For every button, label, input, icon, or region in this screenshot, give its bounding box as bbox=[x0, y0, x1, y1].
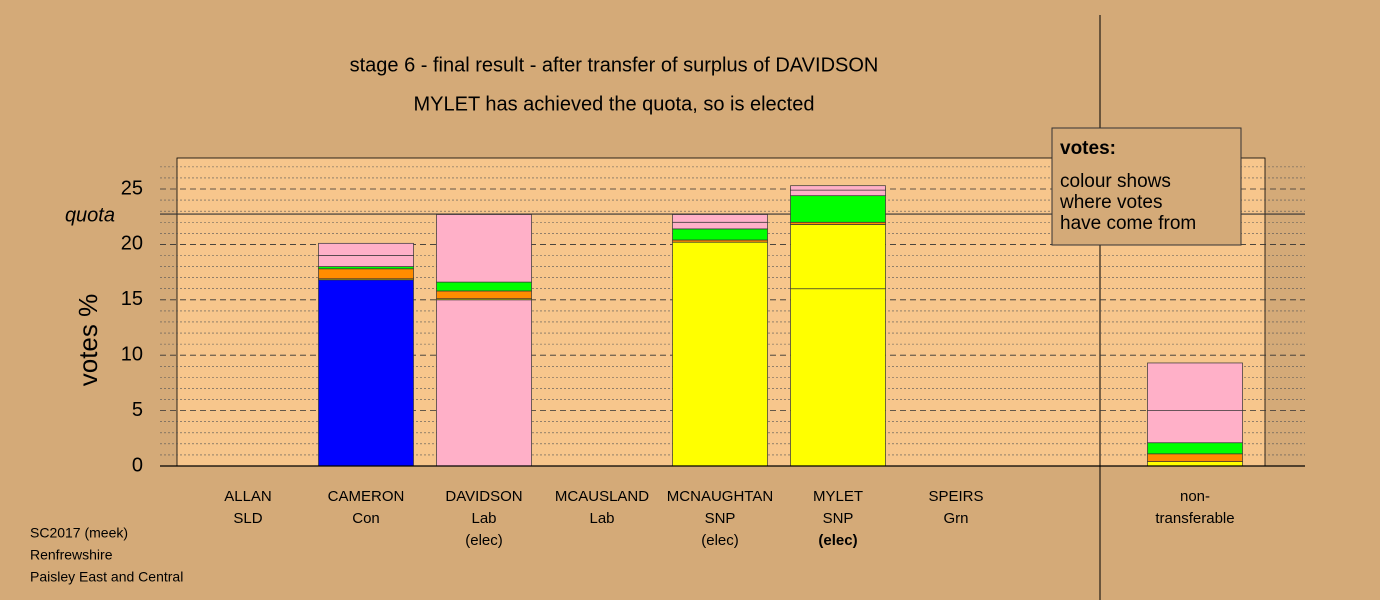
x-tick-label: SPEIRS bbox=[928, 488, 983, 505]
legend-text: have come from bbox=[1060, 213, 1196, 234]
bar-segment bbox=[1147, 442, 1243, 455]
y-tick-label: 15 bbox=[121, 288, 143, 310]
bar-segment bbox=[436, 281, 532, 292]
bar-segment bbox=[318, 242, 414, 256]
bar-segment bbox=[790, 195, 886, 223]
bar-segment bbox=[318, 279, 414, 467]
x-tick-label: transferable bbox=[1155, 510, 1234, 527]
bar-segment bbox=[318, 268, 414, 280]
legend-title: votes: bbox=[1060, 138, 1116, 159]
footer-line: Paisley East and Central bbox=[30, 569, 183, 585]
bar-segment bbox=[672, 241, 768, 467]
x-tick-label: SNP bbox=[705, 510, 736, 527]
x-tick-label: Lab bbox=[471, 510, 496, 527]
y-tick-label: 10 bbox=[121, 343, 143, 365]
y-axis-label: votes % bbox=[73, 294, 103, 387]
legend-box bbox=[1051, 127, 1242, 246]
status-label: (elec) bbox=[818, 532, 857, 549]
x-tick-label: non- bbox=[1180, 488, 1210, 505]
x-tick-label: DAVIDSON bbox=[445, 488, 522, 505]
bar-segment bbox=[672, 228, 768, 241]
bar-segment bbox=[436, 290, 532, 300]
y-tick-label: 25 bbox=[121, 177, 143, 199]
x-tick-label: ALLAN bbox=[224, 488, 272, 505]
x-tick-label: SLD bbox=[233, 510, 262, 527]
footer-line: Renfrewshire bbox=[30, 547, 113, 563]
bar-segment bbox=[790, 224, 886, 290]
legend-text: colour shows bbox=[1060, 171, 1171, 192]
x-tick-label: MYLET bbox=[813, 488, 863, 505]
bar-segment bbox=[672, 221, 768, 230]
x-tick-label: CAMERON bbox=[328, 488, 405, 505]
x-tick-label: SNP bbox=[823, 510, 854, 527]
bar-segment bbox=[1147, 461, 1243, 467]
bar-segment bbox=[436, 299, 532, 467]
y-tick-label: 0 bbox=[132, 454, 143, 476]
bar-segment bbox=[436, 214, 532, 283]
bar-segment bbox=[1147, 362, 1243, 411]
y-tick-label: 20 bbox=[121, 233, 143, 255]
status-label: (elec) bbox=[465, 532, 503, 549]
x-tick-label: Con bbox=[352, 510, 380, 527]
x-tick-label: MCNAUGHTAN bbox=[667, 488, 773, 505]
bar-segment bbox=[1147, 453, 1243, 462]
status-label: (elec) bbox=[701, 532, 739, 549]
chart-title: stage 6 - final result - after transfer … bbox=[350, 54, 879, 76]
bar-segment bbox=[318, 255, 414, 267]
chart-subtitle: MYLET has achieved the quota, so is elec… bbox=[414, 93, 815, 115]
x-tick-label: MCAUSLAND bbox=[555, 488, 649, 505]
bar-segment bbox=[790, 189, 886, 197]
y-tick-label: 5 bbox=[132, 399, 143, 421]
footer-line: SC2017 (meek) bbox=[30, 525, 128, 541]
bar-segment bbox=[790, 185, 886, 191]
legend-text: where votes bbox=[1059, 192, 1162, 213]
bar-segment bbox=[1147, 410, 1243, 444]
x-tick-label: Lab bbox=[589, 510, 614, 527]
x-tick-label: Grn bbox=[943, 510, 968, 527]
quota-label: quota bbox=[65, 204, 115, 226]
bar-segment bbox=[790, 288, 886, 467]
bar-segment bbox=[672, 214, 768, 223]
